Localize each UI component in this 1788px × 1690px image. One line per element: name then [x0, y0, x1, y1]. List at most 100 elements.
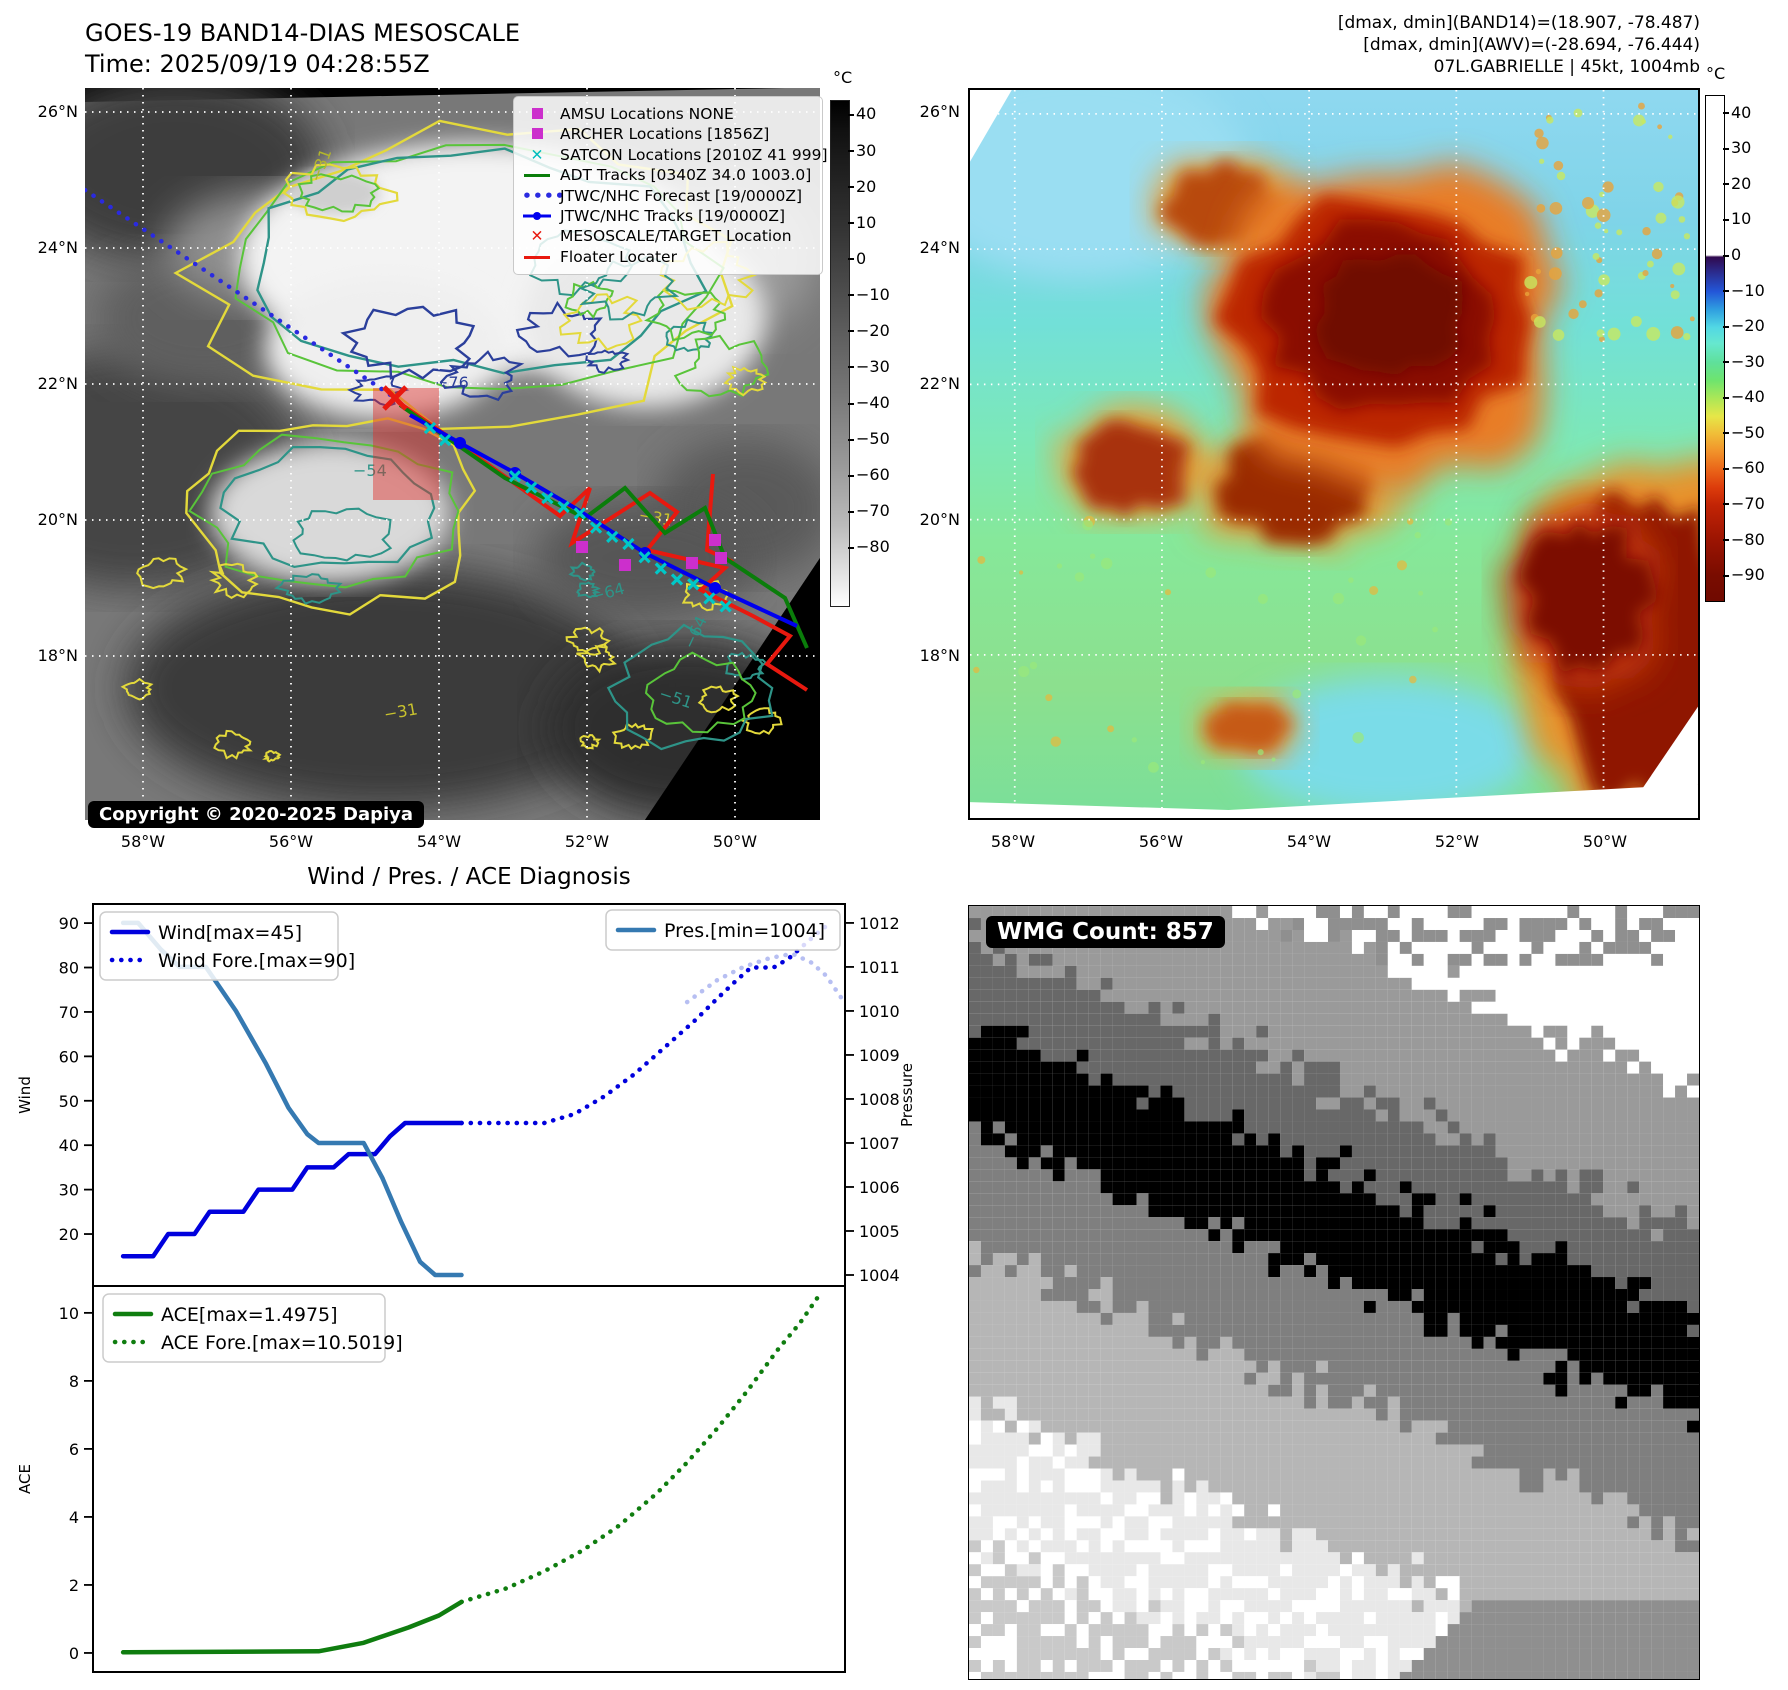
legend-item-floater: Floater Locater [522, 247, 812, 267]
svg-text:10: 10 [59, 1304, 79, 1323]
lon-tick-left: 54°W [416, 832, 462, 851]
lon-tick-left: 50°W [712, 832, 758, 851]
colorbar-tick [848, 222, 854, 225]
svg-text:1012: 1012 [859, 914, 900, 933]
colorbar-tick [1723, 290, 1729, 293]
colorbar-tick-label: −90 [1731, 565, 1765, 585]
colorbar-tick-label: 30 [856, 140, 877, 160]
dmax-awv: [dmax, dmin](AWV)=(-28.694, -76.444) [1363, 35, 1700, 55]
colorbar-tick [848, 474, 854, 477]
colorbar-tick-label: −40 [856, 393, 890, 412]
forecast-dotted-icon: •••• [522, 186, 566, 205]
svg-text:Wind: Wind [16, 1076, 34, 1114]
svg-text:20: 20 [59, 1225, 79, 1244]
svg-text:90: 90 [59, 914, 79, 933]
chart-legend-label: Wind[max=45] [158, 922, 302, 944]
legend-item-amsu: AMSU Locations NONE [522, 104, 812, 124]
lat-tick-left: 24°N [37, 238, 78, 257]
colorbar-unit: °C [833, 68, 853, 87]
colorbar-tick [848, 546, 854, 549]
awv-colorbar [1705, 95, 1725, 602]
svg-text:Pressure: Pressure [898, 1063, 916, 1127]
lon-tick-right: 50°W [1582, 832, 1628, 851]
band14-colorbar [830, 100, 850, 607]
svg-text:70: 70 [59, 1003, 79, 1022]
svg-text:1008: 1008 [859, 1090, 900, 1109]
colorbar-tick [1723, 218, 1729, 221]
svg-text:ACE: ACE [16, 1464, 34, 1494]
colorbar-tick [848, 402, 854, 405]
colorbar-tick [1723, 396, 1729, 399]
colorbar-tick-label: −30 [1731, 351, 1765, 371]
lat-tick-right: 20°N [919, 510, 960, 529]
colorbar-tick-label: 20 [1731, 173, 1752, 193]
colorbar-tick-label: −50 [1731, 422, 1765, 442]
wind-pres-ace-chart: 2030405060708090100410051006100710081009… [16, 903, 916, 1673]
colorbar-tick-label: −30 [856, 356, 890, 376]
svg-text:30: 30 [59, 1181, 79, 1200]
colorbar-tick-label: 10 [1731, 209, 1752, 229]
svg-text:50: 50 [59, 1092, 79, 1111]
colorbar-tick-label: −10 [856, 284, 890, 304]
series-ace-max- [120, 1599, 464, 1655]
colorbar-tick-label: 40 [856, 104, 877, 124]
svg-text:40: 40 [59, 1136, 79, 1155]
svg-text:60: 60 [59, 1047, 79, 1066]
svg-text:1009: 1009 [859, 1046, 900, 1065]
wmg-pixel-map [968, 905, 1700, 1680]
chart-legend-label: ACE Fore.[max=10.5019] [161, 1332, 403, 1354]
svg-text:1011: 1011 [859, 958, 900, 977]
svg-text:0: 0 [69, 1644, 79, 1663]
svg-text:1005: 1005 [859, 1222, 900, 1241]
legend-item-adt: ADT Tracks [0340Z 34.0 1003.0] [522, 165, 812, 185]
svg-text:1010: 1010 [859, 1002, 900, 1021]
colorbar-tick [1723, 325, 1729, 328]
archer-square-icon [522, 124, 552, 144]
target-x-icon: ✕ [530, 227, 544, 246]
colorbar-tick [1723, 539, 1729, 542]
colorbar-tick-label: 20 [856, 176, 877, 196]
colorbar-tick [1723, 432, 1729, 435]
chart-title: Wind / Pres. / ACE Diagnosis [307, 864, 631, 890]
colorbar-tick-label: −80 [1731, 529, 1765, 549]
colorbar-tick [1723, 147, 1729, 150]
colorbar-tick [1723, 254, 1729, 257]
colorbar-tick-label: −60 [1731, 458, 1765, 478]
legend-item-satcon: ✕ SATCON Locations [2010Z 41 999] [522, 145, 828, 165]
colorbar-tick [848, 366, 854, 369]
contour-label: −54 [353, 461, 387, 480]
lon-tick-right: 54°W [1286, 832, 1332, 851]
title-line1: GOES-19 BAND14-DIAS MESOSCALE [85, 19, 521, 47]
colorbar-tick [1723, 574, 1729, 577]
svg-text:1007: 1007 [859, 1134, 900, 1153]
lat-tick-right: 24°N [919, 238, 960, 257]
colorbar-tick-label: −80 [856, 537, 890, 557]
colorbar-unit: °C [1706, 64, 1726, 83]
colorbar-tick [848, 330, 854, 333]
lon-tick-left: 56°W [268, 832, 314, 851]
map-legend: AMSU Locations NONE ARCHER Locations [18… [513, 96, 828, 276]
colorbar-tick-label: −70 [856, 501, 890, 521]
series-wind-max- [120, 1120, 464, 1259]
lon-tick-right: 56°W [1138, 832, 1184, 851]
chart-legend-label: Wind Fore.[max=90] [158, 950, 355, 972]
colorbar-tick [1723, 503, 1729, 506]
colorbar-tick [848, 113, 854, 116]
colorbar-tick-label: −10 [1731, 280, 1765, 300]
copyright-badge: Copyright © 2020-2025 Dapiya [88, 801, 425, 828]
satcon-x-icon: ✕ [530, 145, 544, 164]
lon-tick-left: 58°W [120, 832, 166, 851]
legend-item-forecast: •••• JTWC/NHC Forecast [19/0000Z] [522, 186, 803, 205]
colorbar-tick-label: 10 [856, 212, 877, 232]
colorbar-tick-label: 0 [856, 248, 867, 268]
title-line2: Time: 2025/09/19 04:28:55Z [85, 50, 430, 78]
lon-tick-left: 52°W [564, 832, 610, 851]
svg-text:1006: 1006 [859, 1178, 900, 1197]
series-pres-fore- [684, 951, 844, 1005]
lat-tick-right: 26°N [919, 102, 960, 121]
colorbar-tick [1723, 467, 1729, 470]
legend-item-target: ✕ MESOSCALE/TARGET Location [522, 226, 812, 246]
colorbar-tick [848, 438, 854, 441]
floater-line-icon [522, 247, 552, 267]
